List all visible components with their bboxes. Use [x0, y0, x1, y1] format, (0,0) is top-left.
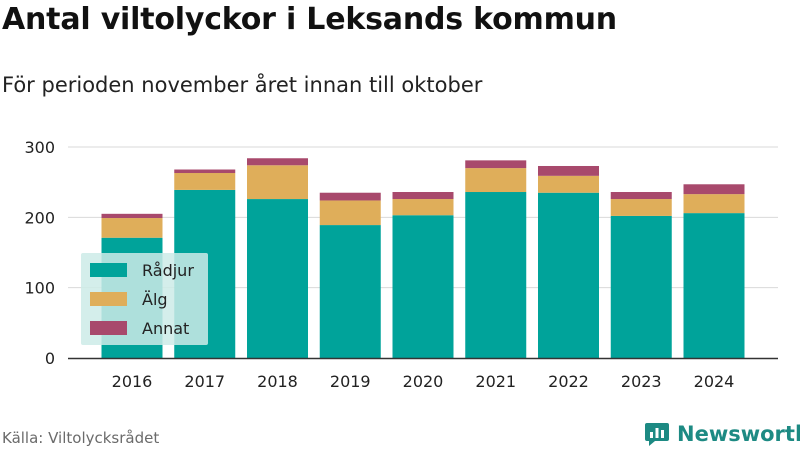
- bar-segment-älg: [319, 200, 381, 226]
- bar-segment-älg: [683, 194, 745, 214]
- legend-swatch: [90, 263, 127, 277]
- bar-segment-annat: [247, 158, 308, 166]
- x-axis: 2016 2017 2018 2019 2020 2021 2022 2023 2024: [68, 357, 778, 391]
- bar-segment-annat: [174, 169, 236, 174]
- bar-segment-annat: [610, 192, 672, 200]
- bar-segment-rådjur: [319, 225, 381, 358]
- x-tick-label: 2020: [403, 372, 444, 391]
- newsworthy-logo-icon: [645, 423, 669, 446]
- bar-segment-annat: [319, 192, 381, 201]
- x-tick-label: 2016: [112, 372, 153, 391]
- bar-segment-annat: [683, 184, 745, 195]
- y-tick-label: 0: [45, 349, 55, 368]
- bar-segment-älg: [465, 168, 527, 193]
- brand-name: Newsworthy: [677, 422, 800, 446]
- bar-segment-annat: [538, 165, 599, 176]
- bar-segment-rådjur: [683, 213, 745, 358]
- x-tick-label: 2024: [694, 372, 735, 391]
- bar-segment-rådjur: [465, 192, 527, 358]
- bar-segment-annat: [392, 192, 454, 200]
- x-tick-label: 2019: [330, 372, 371, 391]
- x-tick-label: 2023: [621, 372, 662, 391]
- legend: Rådjur Älg Annat: [81, 253, 208, 345]
- bar-segment-annat: [101, 213, 163, 219]
- legend-label: Rådjur: [142, 261, 194, 280]
- chart-subtitle: För perioden november året innan till ok…: [2, 73, 483, 97]
- brand-logo: Newsworthy: [644, 419, 800, 449]
- bar-segment-rådjur: [392, 215, 454, 358]
- y-axis: 0 100 200 300: [24, 138, 55, 368]
- x-tick-label: 2022: [548, 372, 589, 391]
- x-tick-label: 2018: [257, 372, 298, 391]
- bar-segment-rådjur: [538, 192, 599, 358]
- y-tick-label: 200: [24, 208, 55, 227]
- legend-label: Älg: [142, 290, 168, 309]
- y-tick-label: 100: [24, 279, 55, 298]
- legend-swatch: [90, 321, 127, 335]
- y-tick-label: 300: [24, 138, 55, 157]
- legend-label: Annat: [142, 319, 189, 338]
- bar-segment-älg: [101, 218, 163, 238]
- bar-segment-älg: [247, 165, 308, 200]
- bar-segment-annat: [465, 160, 527, 169]
- bar-segment-älg: [392, 199, 454, 216]
- bar-segment-rådjur: [247, 199, 308, 358]
- bar-segment-älg: [174, 173, 236, 190]
- chart-title: Antal viltolyckor i Leksands kommun: [2, 2, 617, 37]
- x-tick-label: 2017: [184, 372, 225, 391]
- bar-segment-rådjur: [610, 215, 672, 358]
- bar-segment-älg: [610, 199, 672, 216]
- bar-segment-älg: [538, 175, 599, 193]
- source-note: Källa: Viltolycksrådet: [2, 429, 160, 447]
- x-tick-label: 2021: [475, 372, 516, 391]
- legend-swatch: [90, 292, 127, 306]
